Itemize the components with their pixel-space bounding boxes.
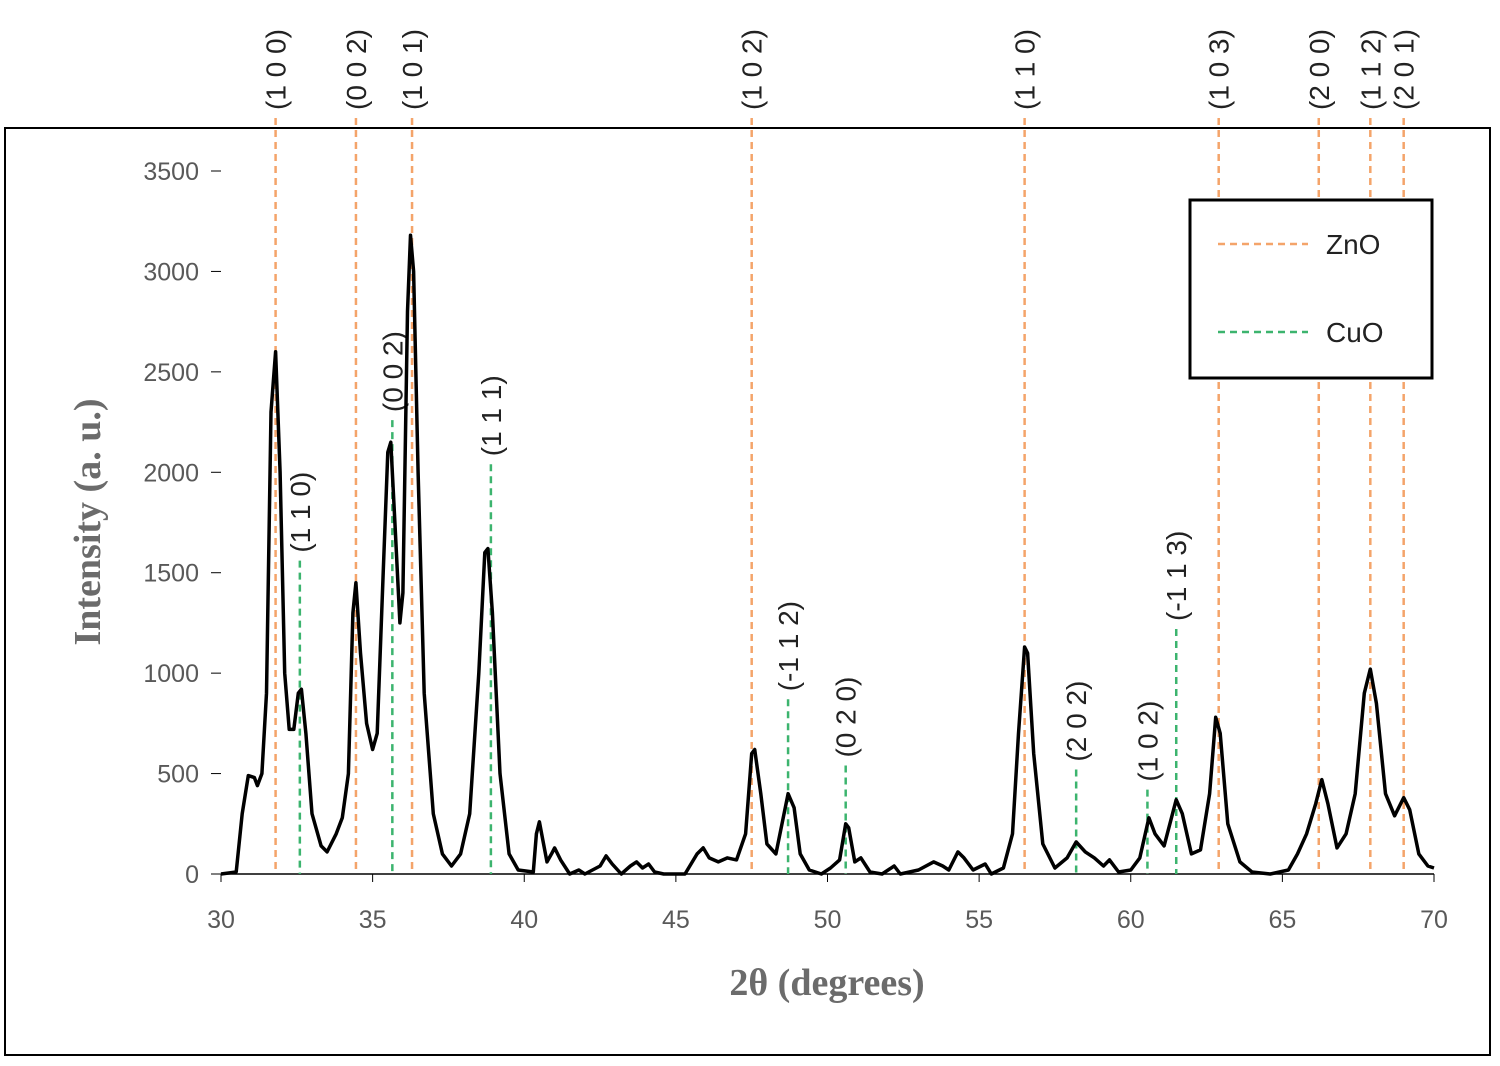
x-tick-label: 45	[662, 906, 690, 934]
y-tick-label: 1500	[143, 560, 199, 588]
reference-label: (1 0 2)	[737, 29, 768, 110]
reference-label: (1 0 1)	[397, 29, 428, 110]
x-axis-label: 2θ (degrees)	[729, 962, 924, 1004]
reference-label: (2 0 0)	[1304, 29, 1335, 110]
x-tick-label: 30	[207, 906, 235, 934]
legend-label: CuO	[1326, 317, 1384, 348]
y-tick-label: 3000	[143, 258, 199, 286]
x-tick-label: 65	[1268, 906, 1296, 934]
reference-label: (1 0 0)	[261, 29, 292, 110]
data-line	[220, 233, 1435, 876]
reference-label: (1 0 3)	[1204, 29, 1235, 110]
x-tick-label: 55	[965, 906, 993, 934]
y-tick-label: 2500	[143, 359, 199, 387]
x-tick-label: 40	[510, 906, 538, 934]
y-tick-label: 1000	[143, 660, 199, 688]
reference-label: (0 0 2)	[377, 331, 408, 412]
reference-label: (1 1 0)	[1010, 29, 1041, 110]
reference-label: (1 1 1)	[476, 375, 507, 456]
y-tick-label: 3500	[143, 158, 199, 186]
reference-label: (1 1 0)	[285, 472, 316, 553]
y-axis-label: Intensity (a. u.)	[67, 398, 109, 645]
reference-label: (-1 1 3)	[1161, 531, 1192, 621]
x-tick-label: 60	[1117, 906, 1145, 934]
y-tick-label: 0	[185, 861, 199, 889]
x-tick-label: 50	[814, 906, 842, 934]
x-tick-label: 35	[359, 906, 387, 934]
reference-label: (0 0 2)	[341, 29, 372, 110]
reference-label: (1 0 2)	[1132, 701, 1163, 782]
frame	[4, 127, 1491, 1056]
reference-label: (-1 1 2)	[773, 601, 804, 691]
reference-label: (0 2 0)	[831, 677, 862, 758]
reference-label: (2 0 2)	[1061, 681, 1092, 762]
x-tick-label: 70	[1420, 906, 1448, 934]
legend-box	[1188, 198, 1434, 380]
y-tick-label: 500	[157, 761, 199, 789]
legend-label: ZnO	[1326, 229, 1380, 260]
reference-label: (2 0 1)	[1389, 29, 1420, 110]
reference-label: (1 1 2)	[1355, 29, 1386, 110]
y-tick-label: 2000	[143, 459, 199, 487]
